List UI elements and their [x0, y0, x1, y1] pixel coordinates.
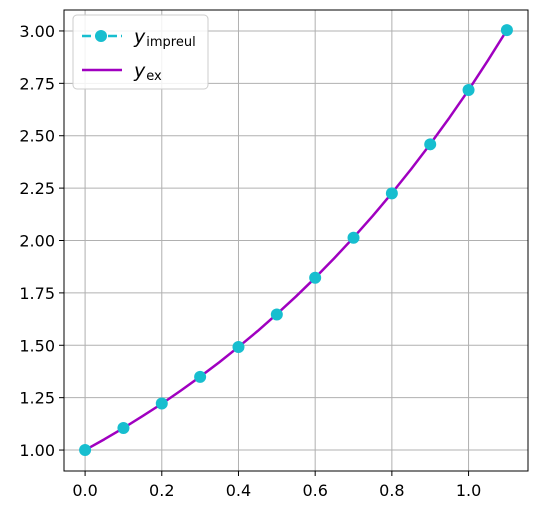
y-ex-line: [84, 29, 508, 452]
y-tick-label: 1.25: [19, 389, 55, 408]
y-tick-label: 2.50: [19, 127, 55, 146]
y-impreul-point: [347, 231, 360, 244]
y-impreul-point: [117, 422, 130, 435]
y-tick-label: 1.75: [19, 284, 55, 303]
y-impreul-point: [309, 271, 322, 284]
y-impreul-point: [232, 340, 245, 353]
y-impreul-point: [424, 138, 437, 151]
y-impreul-point: [194, 370, 207, 383]
axis-ticks: 0.0 0.2 0.4 0.6 0.8 1.0 1.00 1.25 1.50 1.75 2.00 2.…: [19, 22, 481, 500]
legend-y-ex-label: yex: [133, 60, 162, 84]
x-tick-label: 0.0: [72, 481, 97, 500]
y-impreul-point: [270, 308, 283, 321]
legend: yimpreul yex: [72, 14, 209, 90]
series-y-ex: [84, 29, 508, 452]
y-tick-label: 1.50: [19, 336, 55, 355]
legend-y-impreul-label: yimpreul: [133, 26, 196, 50]
x-tick-label: 0.4: [226, 481, 251, 500]
y-tick-label: 2.75: [19, 74, 55, 93]
x-tick-label: 1.0: [456, 481, 481, 500]
y-impreul-point: [385, 187, 398, 200]
y-impreul-point: [155, 397, 168, 410]
legend-y-impreul-marker: [95, 30, 107, 42]
x-tick-label: 0.6: [302, 481, 327, 500]
y-tick-label: 2.00: [19, 232, 55, 251]
y-impreul-point: [500, 24, 513, 37]
y-tick-label: 3.00: [19, 22, 55, 41]
x-tick-label: 0.2: [149, 481, 174, 500]
y-impreul-point: [79, 444, 92, 457]
y-impreul-point: [462, 84, 475, 97]
y-tick-label: 1.00: [19, 441, 55, 460]
y-tick-label: 2.25: [19, 179, 55, 198]
series-y-impreul: [79, 24, 513, 457]
x-tick-label: 0.8: [379, 481, 404, 500]
